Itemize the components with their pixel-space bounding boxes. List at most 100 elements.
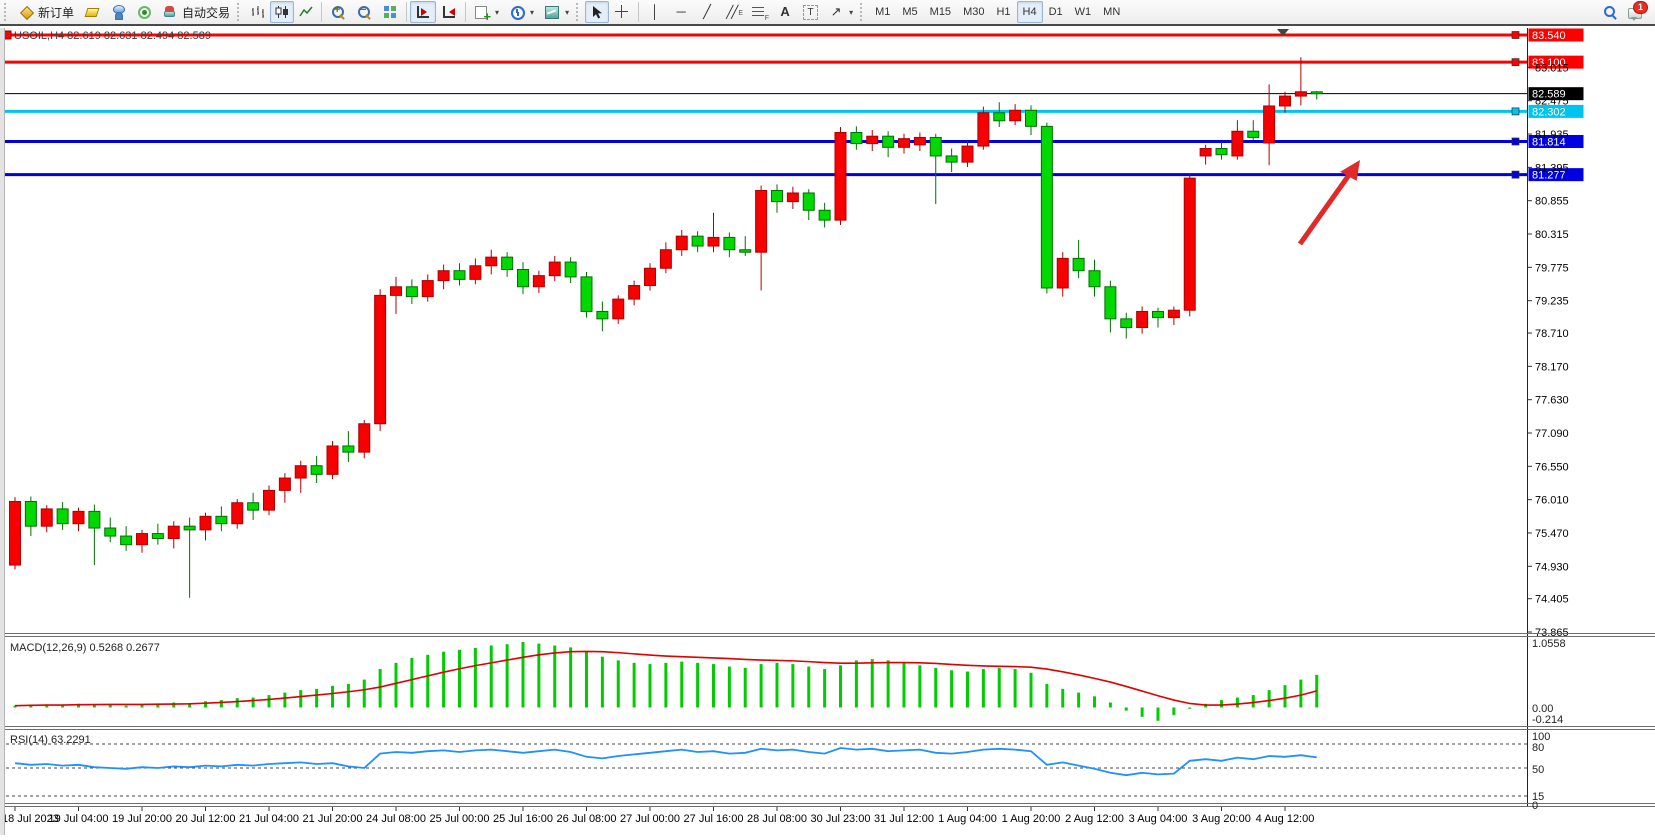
new-order-label: 新订单: [38, 5, 75, 20]
candlestick-chart-button[interactable]: [270, 1, 295, 23]
chart-shift-button[interactable]: [436, 1, 462, 23]
fibonacci-button[interactable]: [746, 1, 772, 23]
clock-icon: [509, 4, 526, 20]
svg-text:20 Jul 12:00: 20 Jul 12:00: [176, 813, 236, 825]
line-chart-button[interactable]: [294, 1, 318, 23]
svg-text:82.302: 82.302: [1532, 106, 1566, 118]
periods-button[interactable]: ▾: [504, 1, 539, 23]
timeframe-d1-button[interactable]: D1: [1048, 6, 1063, 18]
tile-windows-button[interactable]: [377, 1, 403, 23]
svg-text:83.015: 83.015: [1535, 62, 1569, 74]
zoom-in-button[interactable]: [325, 1, 351, 23]
templates-button[interactable]: ▾: [539, 1, 574, 23]
svg-text:1 Aug 20:00: 1 Aug 20:00: [1002, 813, 1061, 825]
tile-windows-icon: [382, 4, 398, 20]
timeframe-mn-button[interactable]: MN: [1103, 6, 1121, 18]
new-order-icon: [18, 4, 34, 20]
text-label-icon: T: [803, 5, 819, 20]
metaeditor-button[interactable]: [79, 1, 105, 23]
timeframe-m1-button[interactable]: M1: [875, 6, 891, 18]
search-button[interactable]: [1597, 1, 1623, 23]
svg-text:74.930: 74.930: [1535, 561, 1569, 573]
trendline-button[interactable]: ╱: [694, 1, 720, 23]
svg-text:76.550: 76.550: [1535, 461, 1569, 473]
rsi-panel: [0, 743, 1527, 797]
svg-text:77.090: 77.090: [1535, 428, 1569, 440]
notifications-button[interactable]: 1: [1623, 1, 1649, 23]
autoscroll-icon: [415, 4, 431, 20]
toolbar-separator: [638, 2, 640, 22]
horizontal-line-icon: ─: [676, 4, 686, 19]
chevron-down-icon: ▾: [849, 7, 854, 17]
horizontal-line-button[interactable]: ─: [668, 1, 694, 23]
equidistant-channel-icon: [725, 4, 743, 22]
timeframe-m15-button[interactable]: M15: [929, 6, 952, 18]
chevron-down-icon: ▾: [565, 7, 570, 17]
timeframe-m30-button[interactable]: M30: [963, 6, 985, 18]
svg-text:3 Aug 04:00: 3 Aug 04:00: [1129, 813, 1188, 825]
new-chart-button[interactable]: ▾: [469, 1, 504, 23]
svg-text:1 Aug 04:00: 1 Aug 04:00: [938, 813, 997, 825]
svg-text:82.589: 82.589: [1532, 89, 1566, 101]
autoscroll-button[interactable]: [410, 1, 437, 23]
trend-arrow-annotation[interactable]: [1297, 160, 1360, 246]
arrow-tool-icon: ↗: [830, 4, 842, 19]
chart-shift-icon: [441, 4, 457, 20]
svg-text:21 Jul 04:00: 21 Jul 04:00: [239, 813, 299, 825]
panel-separators: [0, 28, 1655, 807]
vertical-line-button[interactable]: │: [642, 1, 668, 23]
community-button[interactable]: [105, 1, 131, 23]
chevron-down-icon: ▾: [530, 7, 535, 17]
chevron-down-icon: ▾: [495, 7, 500, 17]
macd-panel: [13, 642, 1319, 721]
text-button[interactable]: A: [772, 1, 798, 23]
text-label-button[interactable]: T: [798, 1, 823, 23]
rsi-scale-0: 0: [1532, 800, 1538, 812]
macd-scale-min: -0.214: [1532, 714, 1563, 726]
timeframe-h1-button[interactable]: H1: [996, 6, 1011, 18]
svg-text:77.630: 77.630: [1535, 395, 1569, 407]
rsi-scale-15: 15: [1532, 791, 1544, 803]
autotrading-icon: [162, 4, 178, 20]
chat-icon: 1: [1628, 1, 1648, 21]
arrows-button[interactable]: ↗ ▾: [823, 1, 858, 23]
equidistant-channel-button[interactable]: [720, 1, 746, 23]
svg-text:2 Aug 12:00: 2 Aug 12:00: [1065, 813, 1124, 825]
svg-text:80.855: 80.855: [1535, 196, 1569, 208]
cursor-button[interactable]: [585, 1, 610, 23]
autotrading-label: 自动交易: [182, 5, 231, 20]
crosshair-button[interactable]: [609, 1, 635, 23]
bar-chart-button[interactable]: [246, 1, 270, 23]
macd-label: MACD(12,26,9) 0.5268 0.2677: [10, 642, 160, 654]
svg-text:75.470: 75.470: [1535, 528, 1569, 540]
toolbar-grip: [237, 3, 243, 21]
horizontal-lines-layer[interactable]: 83.540 83.100 82.589 82.302 81.814 81.277: [0, 28, 1584, 182]
bar-chart-icon: [252, 6, 265, 18]
crosshair-icon: [614, 4, 630, 20]
chart-shift-marker[interactable]: [1277, 29, 1289, 36]
timeframe-h4-button[interactable]: H4: [1016, 1, 1043, 23]
price-axis[interactable]: 83.015 82.475 81.935 81.395 80.855 80.315 79.7…: [1527, 62, 1569, 639]
svg-text:27 Jul 16:00: 27 Jul 16:00: [684, 813, 744, 825]
community-icon: [110, 4, 126, 20]
svg-text:81.814: 81.814: [1532, 137, 1566, 149]
line-chart-icon: [299, 6, 313, 17]
svg-text:78.710: 78.710: [1535, 328, 1569, 340]
zoom-out-button[interactable]: [351, 1, 377, 23]
notification-badge: 1: [1633, 1, 1648, 14]
new-order-button[interactable]: 新订单: [13, 1, 79, 23]
macd-scale-zero: 0.00: [1532, 703, 1553, 715]
rsi-scale-50: 50: [1532, 764, 1544, 776]
svg-text:30 Jul 23:00: 30 Jul 23:00: [811, 813, 871, 825]
svg-text:74.405: 74.405: [1535, 594, 1569, 606]
rsi-scale-80: 80: [1532, 742, 1544, 754]
timeframe-w1-button[interactable]: W1: [1074, 6, 1092, 18]
svg-text:79.775: 79.775: [1535, 262, 1569, 274]
autotrading-button[interactable]: 自动交易: [157, 1, 235, 23]
svg-text:18 Jul 2023: 18 Jul 2023: [2, 813, 59, 825]
signals-button[interactable]: [131, 1, 157, 23]
svg-text:24 Jul 08:00: 24 Jul 08:00: [366, 813, 426, 825]
timeframe-m5-button[interactable]: M5: [902, 6, 918, 18]
